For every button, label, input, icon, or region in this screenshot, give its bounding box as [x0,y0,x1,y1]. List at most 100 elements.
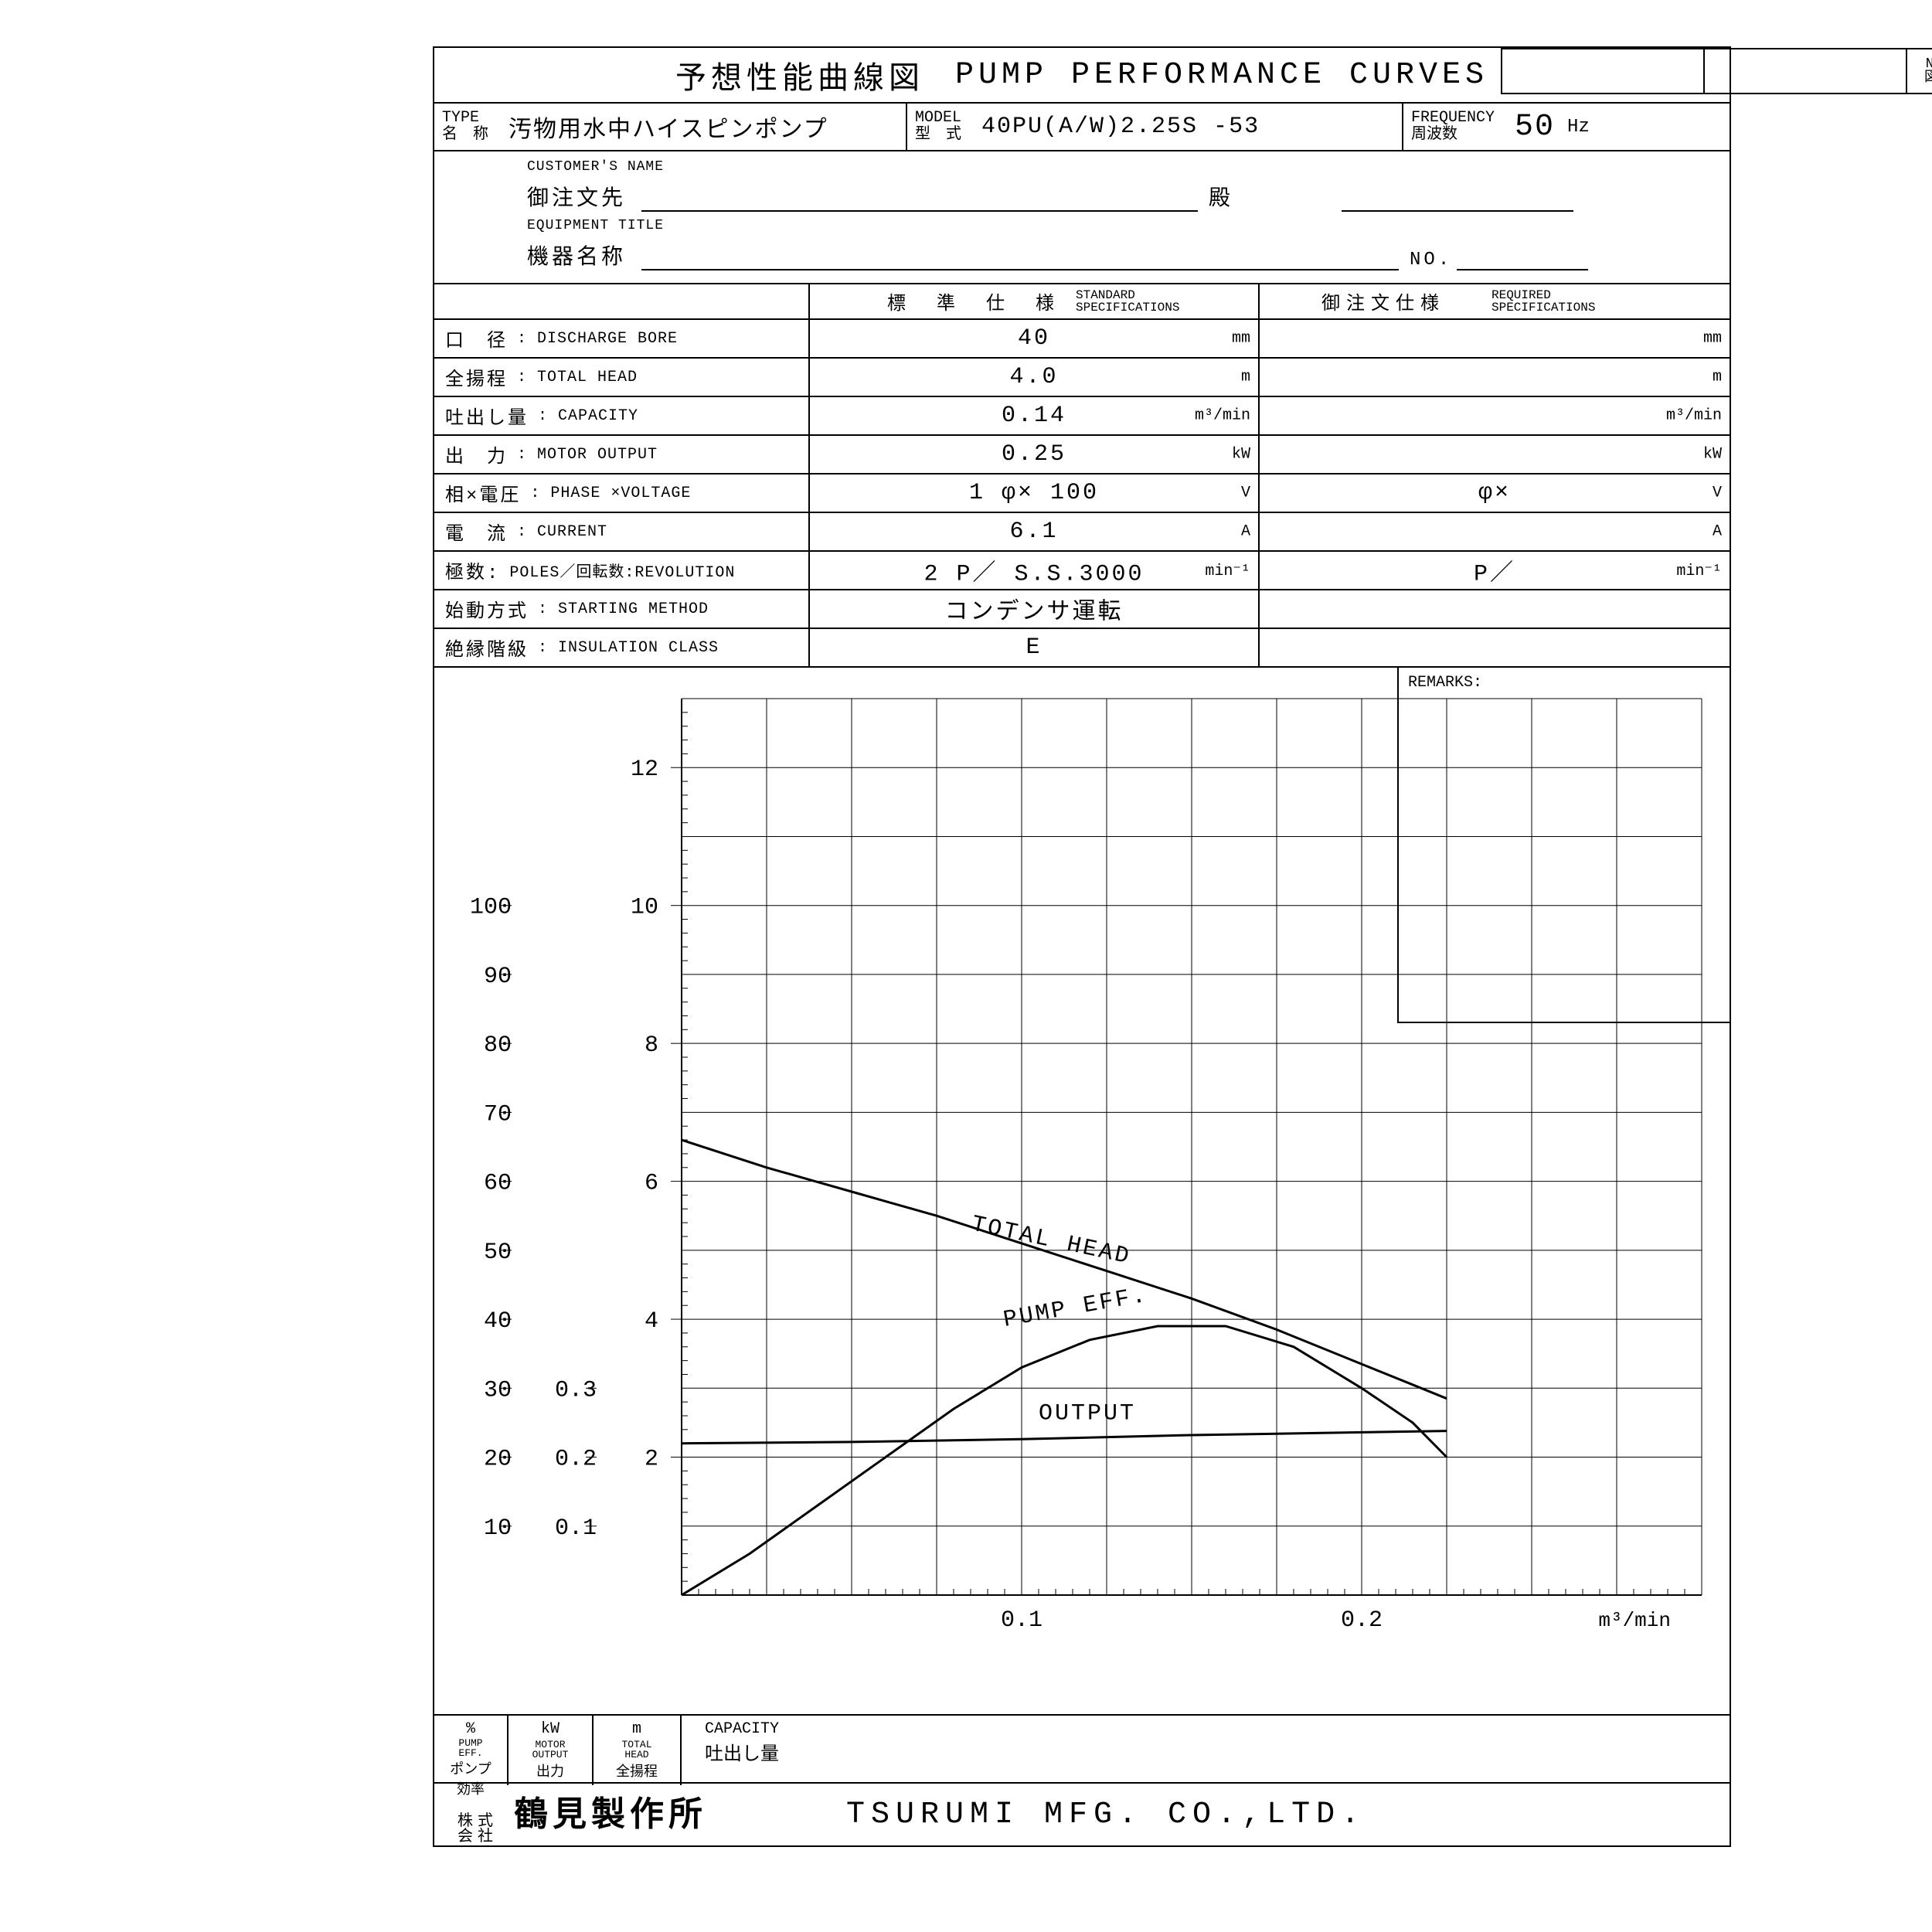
spec-row-req-unit: m³/min [1666,407,1722,425]
chart-svg: 246810120.10.20.31020304050607080901000.… [434,668,1730,1750]
spec-row-name: 相×電圧: PHASE ×VOLTAGE [434,474,810,512]
spec-header-std: 標 準 仕 様 STANDARD SPECIFICATIONS [810,284,1260,318]
svg-text:90: 90 [484,964,512,990]
svg-text:60: 60 [484,1171,512,1197]
axis-box-head-en: TOTALHEAD [598,1740,675,1760]
axis-label-boxes-left: % PUMPEFF. ポンプ効率 kW MOTOROUTPUT 出力 m TOT… [434,1716,682,1782]
svg-text:2: 2 [645,1447,658,1473]
spec-row-req [1260,590,1730,628]
spec-row-req-unit: kW [1703,446,1722,464]
svg-text:10: 10 [484,1515,512,1542]
form-frame: NO. 図番 A-20842-1 予想性能曲線図 PUMP PERFORMANC… [433,46,1731,1847]
spec-header-std-en-2: SPECIFICATIONS [1076,301,1179,315]
equipment-title-label-jp: 機器名称 [527,240,626,270]
spec-row-std: 1 φ× 100V [810,474,1260,512]
equipment-title-label-en: EQUIPMENT TITLE [527,218,1668,233]
spec-row-req-val: φ× [1478,480,1511,506]
docno-blank-1 [1502,49,1705,93]
spec-row-req: P／min⁻¹ [1260,552,1730,589]
spec-row-std-unit: min⁻¹ [1205,560,1250,580]
spec-row-name: 極数:POLES／回転数:REVOLUTION [434,552,810,589]
spec-table: 標 準 仕 様 STANDARD SPECIFICATIONS 御注文仕様 RE… [434,284,1730,668]
freq-label: FREQUENCY 周波数 [1403,107,1502,147]
spec-row: 口 径: DISCHARGE BORE40mmmm [434,320,1730,359]
spec-row-name-en: : DISCHARGE BORE [517,330,678,348]
spec-row-std-val: 4.0 [1009,364,1058,390]
spec-row-name: 絶縁階級: INSULATION CLASS [434,629,810,666]
equipment-title-field [641,243,1399,270]
svg-text:4: 4 [645,1308,658,1335]
spec-row: 相×電圧: PHASE ×VOLTAGE1 φ× 100V φ× V [434,474,1730,513]
spec-row-std-unit: kW [1232,446,1250,464]
spec-row: 出 力: MOTOR OUTPUT0.25kWkW [434,436,1730,474]
spec-row-name-en: : MOTOR OUTPUT [517,446,658,464]
spec-row-std-unit: m [1241,369,1250,386]
spec-row: 電 流: CURRENT6.1AA [434,513,1730,552]
spec-row-name-jp: 吐出し量 [445,402,529,430]
svg-text:6: 6 [645,1171,658,1197]
spec-header-std-jp: 標 準 仕 様 [810,287,1060,315]
spec-row-std: コンデンサ運転 [810,590,1260,628]
axis-box-output-unit: kW [513,1720,587,1738]
svg-text:0.1: 0.1 [1001,1607,1043,1634]
model-value: 40PU(A/W)2.25S -53 [969,114,1272,140]
spec-row-req: A [1260,513,1730,550]
svg-text:TOTAL HEAD: TOTAL HEAD [969,1212,1134,1271]
svg-text:20: 20 [484,1447,512,1473]
svg-text:40: 40 [484,1308,512,1335]
spec-row-name: 口 径 : DISCHARGE BORE [434,320,810,357]
spec-row-std-unit: V [1241,485,1250,502]
spec-row-req-unit: m [1713,369,1722,386]
type-model-freq-row: TYPE 名 称 汚物用水中ハイスピンポンプ MODEL 型 式 40PU(A/… [434,104,1730,151]
spec-header-std-en: STANDARD SPECIFICATIONS [1060,289,1179,314]
docno-box: NO. 図番 A-20842-1 [1501,48,1932,94]
model-label-en: MODEL [915,110,961,127]
axis-box-head-jp: 全揚程 [598,1760,675,1781]
title-jp: 予想性能曲線図 [675,53,924,98]
svg-text:12: 12 [631,757,658,783]
svg-text:m³/min: m³/min [1598,1609,1671,1632]
spec-row-req: φ× V [1260,474,1730,512]
spec-row-req-unit: A [1713,523,1722,541]
spec-row-std: 6.1A [810,513,1260,550]
svg-text:50: 50 [484,1240,512,1266]
spec-row-req-unit: V [1713,485,1722,502]
axis-label-boxes: % PUMPEFF. ポンプ効率 kW MOTOROUTPUT 出力 m TOT… [434,1714,1730,1784]
spec-row-name-jp: 口 径 [445,325,508,352]
customer-honorific: 殿 [1209,181,1233,212]
spec-row-name-jp: 出 力 [445,440,508,468]
type-label-jp: 名 称 [442,127,488,144]
spec-row-std-unit: mm [1232,330,1250,348]
freq-label-en: FREQUENCY [1411,110,1495,127]
spec-row-name-en: : STARTING METHOD [538,600,709,618]
freq-value: 50 [1502,110,1567,145]
docno-label-1: NO. [1926,57,1932,71]
freq-cell: FREQUENCY 周波数 50 Hz [1403,104,1730,150]
spec-row-req [1260,629,1730,666]
model-label: MODEL 型 式 [907,107,969,147]
axis-box-head-unit: m [598,1720,675,1738]
spec-row-name: 吐出し量: CAPACITY [434,397,810,434]
footer-row: 株式会社 鶴見製作所 TSURUMI MFG. CO.,LTD. [434,1784,1730,1845]
spec-row-std-val: 40 [1018,325,1050,352]
model-label-jp: 型 式 [915,127,961,144]
spec-row-name-jp: 相×電圧 [445,479,521,507]
spec-row-std-val: 6.1 [1009,519,1058,545]
axis-box-output-jp: 出力 [513,1760,587,1781]
spec-row-name-jp: 絶縁階級 [445,634,529,662]
equipment-no-field [1457,243,1588,270]
axis-box-capacity: CAPACITY 吐出し量 [682,1716,1730,1782]
footer-logo-prefix: 株式会社 [457,1813,498,1844]
svg-text:70: 70 [484,1101,512,1128]
chart-block: REMARKS: 246810120.10.20.310203040506070… [434,668,1730,1845]
type-cell: TYPE 名 称 汚物用水中ハイスピンポンプ [434,104,907,150]
title-en: PUMP PERFORMANCE CURVES [955,58,1488,93]
spec-row-std-val: E [1026,634,1042,661]
equipment-no-label: NO. [1410,250,1452,270]
spec-header-req: 御注文仕様 REQUIRED SPECIFICATIONS [1260,284,1730,318]
type-label: TYPE 名 称 [434,107,496,147]
spec-row-name-jp: 極数: [445,556,500,584]
docno-label: NO. 図番 [1907,49,1932,93]
svg-text:0.1: 0.1 [555,1515,597,1542]
spec-row-name-jp: 電 流 [445,518,508,546]
